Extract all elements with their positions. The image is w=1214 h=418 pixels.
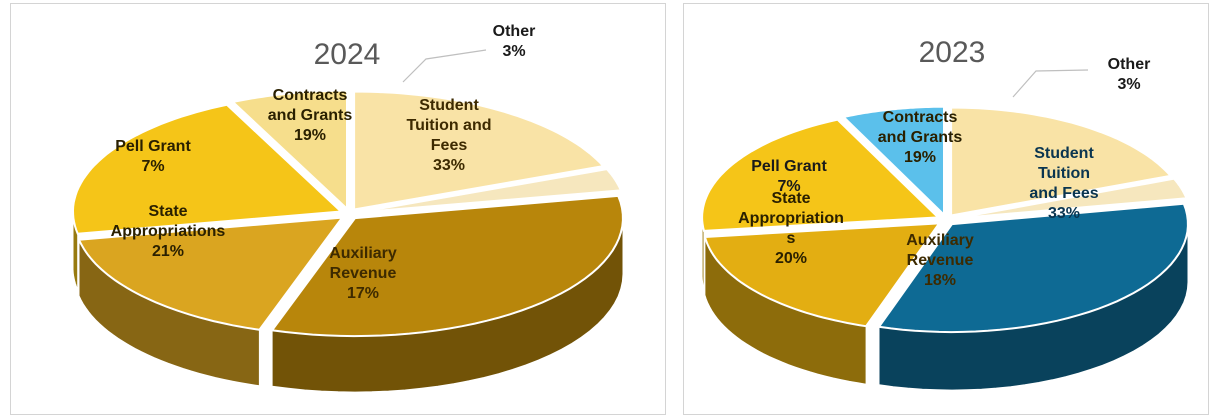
chart-panel-2023: 2023 Student Tuition and Fees 33% Auxiliary R… [683, 3, 1209, 415]
leader-line [1012, 69, 1089, 98]
pie-slice [954, 177, 1188, 220]
slice-label: Pell Grant 7% [751, 158, 827, 195]
pie-slice [703, 222, 942, 328]
chart-title: 2023 [919, 36, 986, 69]
pie-slice [950, 106, 1173, 217]
pie-slice [77, 216, 345, 331]
pie-slice [357, 168, 623, 214]
pie-slice [353, 90, 606, 211]
chart-title: 2024 [314, 38, 381, 71]
slice-label: Pell Grant 7% [115, 138, 191, 175]
pie-slice [841, 105, 945, 218]
slice-label: State Appropriations 21% [111, 203, 226, 260]
slice-label: Other 3% [493, 23, 536, 60]
pie-slice [270, 194, 624, 338]
chart-panel-2024: 2024 Student Tuition and Fees 33% Auxiliary R… [10, 3, 666, 415]
pie-slice [71, 103, 344, 235]
slice-label: Contracts and Grants 19% [268, 87, 353, 144]
slice-label: Other 3% [1108, 56, 1151, 93]
pie-slice [230, 89, 348, 212]
leader-line [402, 49, 487, 83]
slice-label: Auxiliary Revenue 18% [906, 232, 974, 289]
slice-label: Student Tuition and Fees 33% [406, 97, 491, 174]
slice-label: Student Tuition and Fees 33% [1029, 145, 1098, 222]
pie-slice [701, 118, 941, 232]
slice-label: Contracts and Grants 19% [878, 109, 963, 166]
slice-label: Auxiliary Revenue 17% [329, 245, 397, 302]
slice-label: State Appropriation s 20% [738, 190, 844, 267]
pie-slice [877, 202, 1189, 334]
pie-chart-2024: 2024 Student Tuition and Fees 33% Auxiliary R… [71, 23, 624, 393]
pie-chart-2023: 2023 Student Tuition and Fees 33% Auxiliary R… [701, 36, 1189, 391]
